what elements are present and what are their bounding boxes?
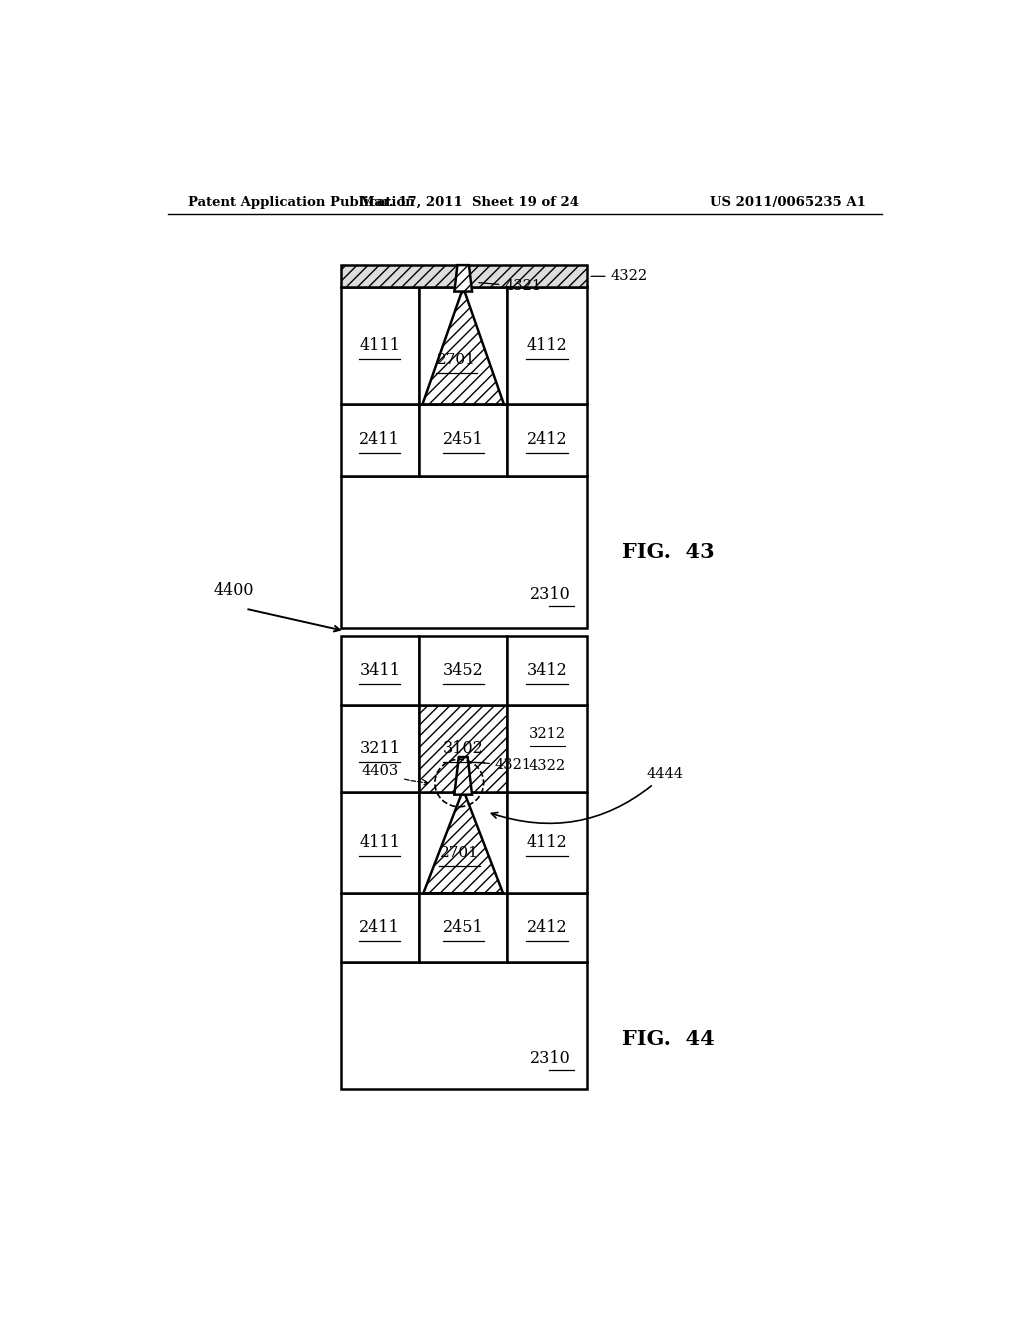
Polygon shape bbox=[455, 265, 472, 292]
Text: FIG.  44: FIG. 44 bbox=[623, 1028, 715, 1048]
Text: 3102: 3102 bbox=[442, 741, 483, 756]
Bar bbox=[419, 288, 508, 404]
Text: 2701: 2701 bbox=[439, 846, 478, 859]
Bar bbox=[419, 792, 508, 894]
Bar bbox=[508, 894, 587, 962]
Bar bbox=[508, 792, 587, 894]
Text: 4112: 4112 bbox=[526, 834, 567, 851]
Text: 3212: 3212 bbox=[528, 727, 565, 741]
Text: FIG.  43: FIG. 43 bbox=[623, 541, 715, 562]
Bar bbox=[341, 636, 419, 705]
Text: 2451: 2451 bbox=[442, 919, 483, 936]
Text: 3412: 3412 bbox=[526, 663, 567, 680]
Bar bbox=[508, 404, 587, 475]
Text: 2310: 2310 bbox=[530, 1051, 570, 1067]
Text: 2412: 2412 bbox=[526, 919, 567, 936]
Text: Patent Application Publication: Patent Application Publication bbox=[187, 195, 415, 209]
Text: 4111: 4111 bbox=[359, 834, 400, 851]
Bar bbox=[508, 636, 587, 705]
Bar bbox=[419, 705, 508, 792]
Bar bbox=[341, 475, 587, 628]
Bar bbox=[419, 404, 508, 475]
Text: 2411: 2411 bbox=[359, 432, 400, 449]
Text: 4444: 4444 bbox=[492, 767, 683, 824]
Text: 4322: 4322 bbox=[591, 269, 647, 284]
Bar bbox=[341, 962, 587, 1089]
Bar bbox=[508, 705, 587, 792]
Text: 2411: 2411 bbox=[359, 919, 400, 936]
Text: 2701: 2701 bbox=[437, 352, 476, 367]
Text: 4403: 4403 bbox=[361, 764, 428, 785]
Bar bbox=[341, 705, 419, 792]
Text: 2310: 2310 bbox=[530, 586, 570, 602]
Text: 4400: 4400 bbox=[214, 582, 254, 599]
Bar bbox=[341, 894, 419, 962]
Polygon shape bbox=[423, 789, 503, 894]
Text: 3452: 3452 bbox=[442, 663, 483, 680]
Text: 2451: 2451 bbox=[442, 432, 483, 449]
Text: Mar. 17, 2011  Sheet 19 of 24: Mar. 17, 2011 Sheet 19 of 24 bbox=[359, 195, 579, 209]
Text: 4112: 4112 bbox=[526, 338, 567, 355]
Bar bbox=[341, 265, 587, 288]
Text: 2412: 2412 bbox=[526, 432, 567, 449]
Bar bbox=[508, 288, 587, 404]
Text: 4111: 4111 bbox=[359, 338, 400, 355]
Text: 3411: 3411 bbox=[359, 663, 400, 680]
Bar bbox=[341, 288, 419, 404]
Text: 4322: 4322 bbox=[528, 759, 565, 772]
Polygon shape bbox=[455, 758, 472, 795]
Bar bbox=[341, 792, 419, 894]
Bar bbox=[419, 636, 508, 705]
Polygon shape bbox=[423, 288, 504, 404]
Bar bbox=[341, 404, 419, 475]
Text: 3211: 3211 bbox=[359, 741, 400, 756]
Text: 4321: 4321 bbox=[479, 280, 542, 293]
Text: US 2011/0065235 A1: US 2011/0065235 A1 bbox=[711, 195, 866, 209]
Text: 4321: 4321 bbox=[474, 758, 531, 772]
Bar bbox=[419, 894, 508, 962]
